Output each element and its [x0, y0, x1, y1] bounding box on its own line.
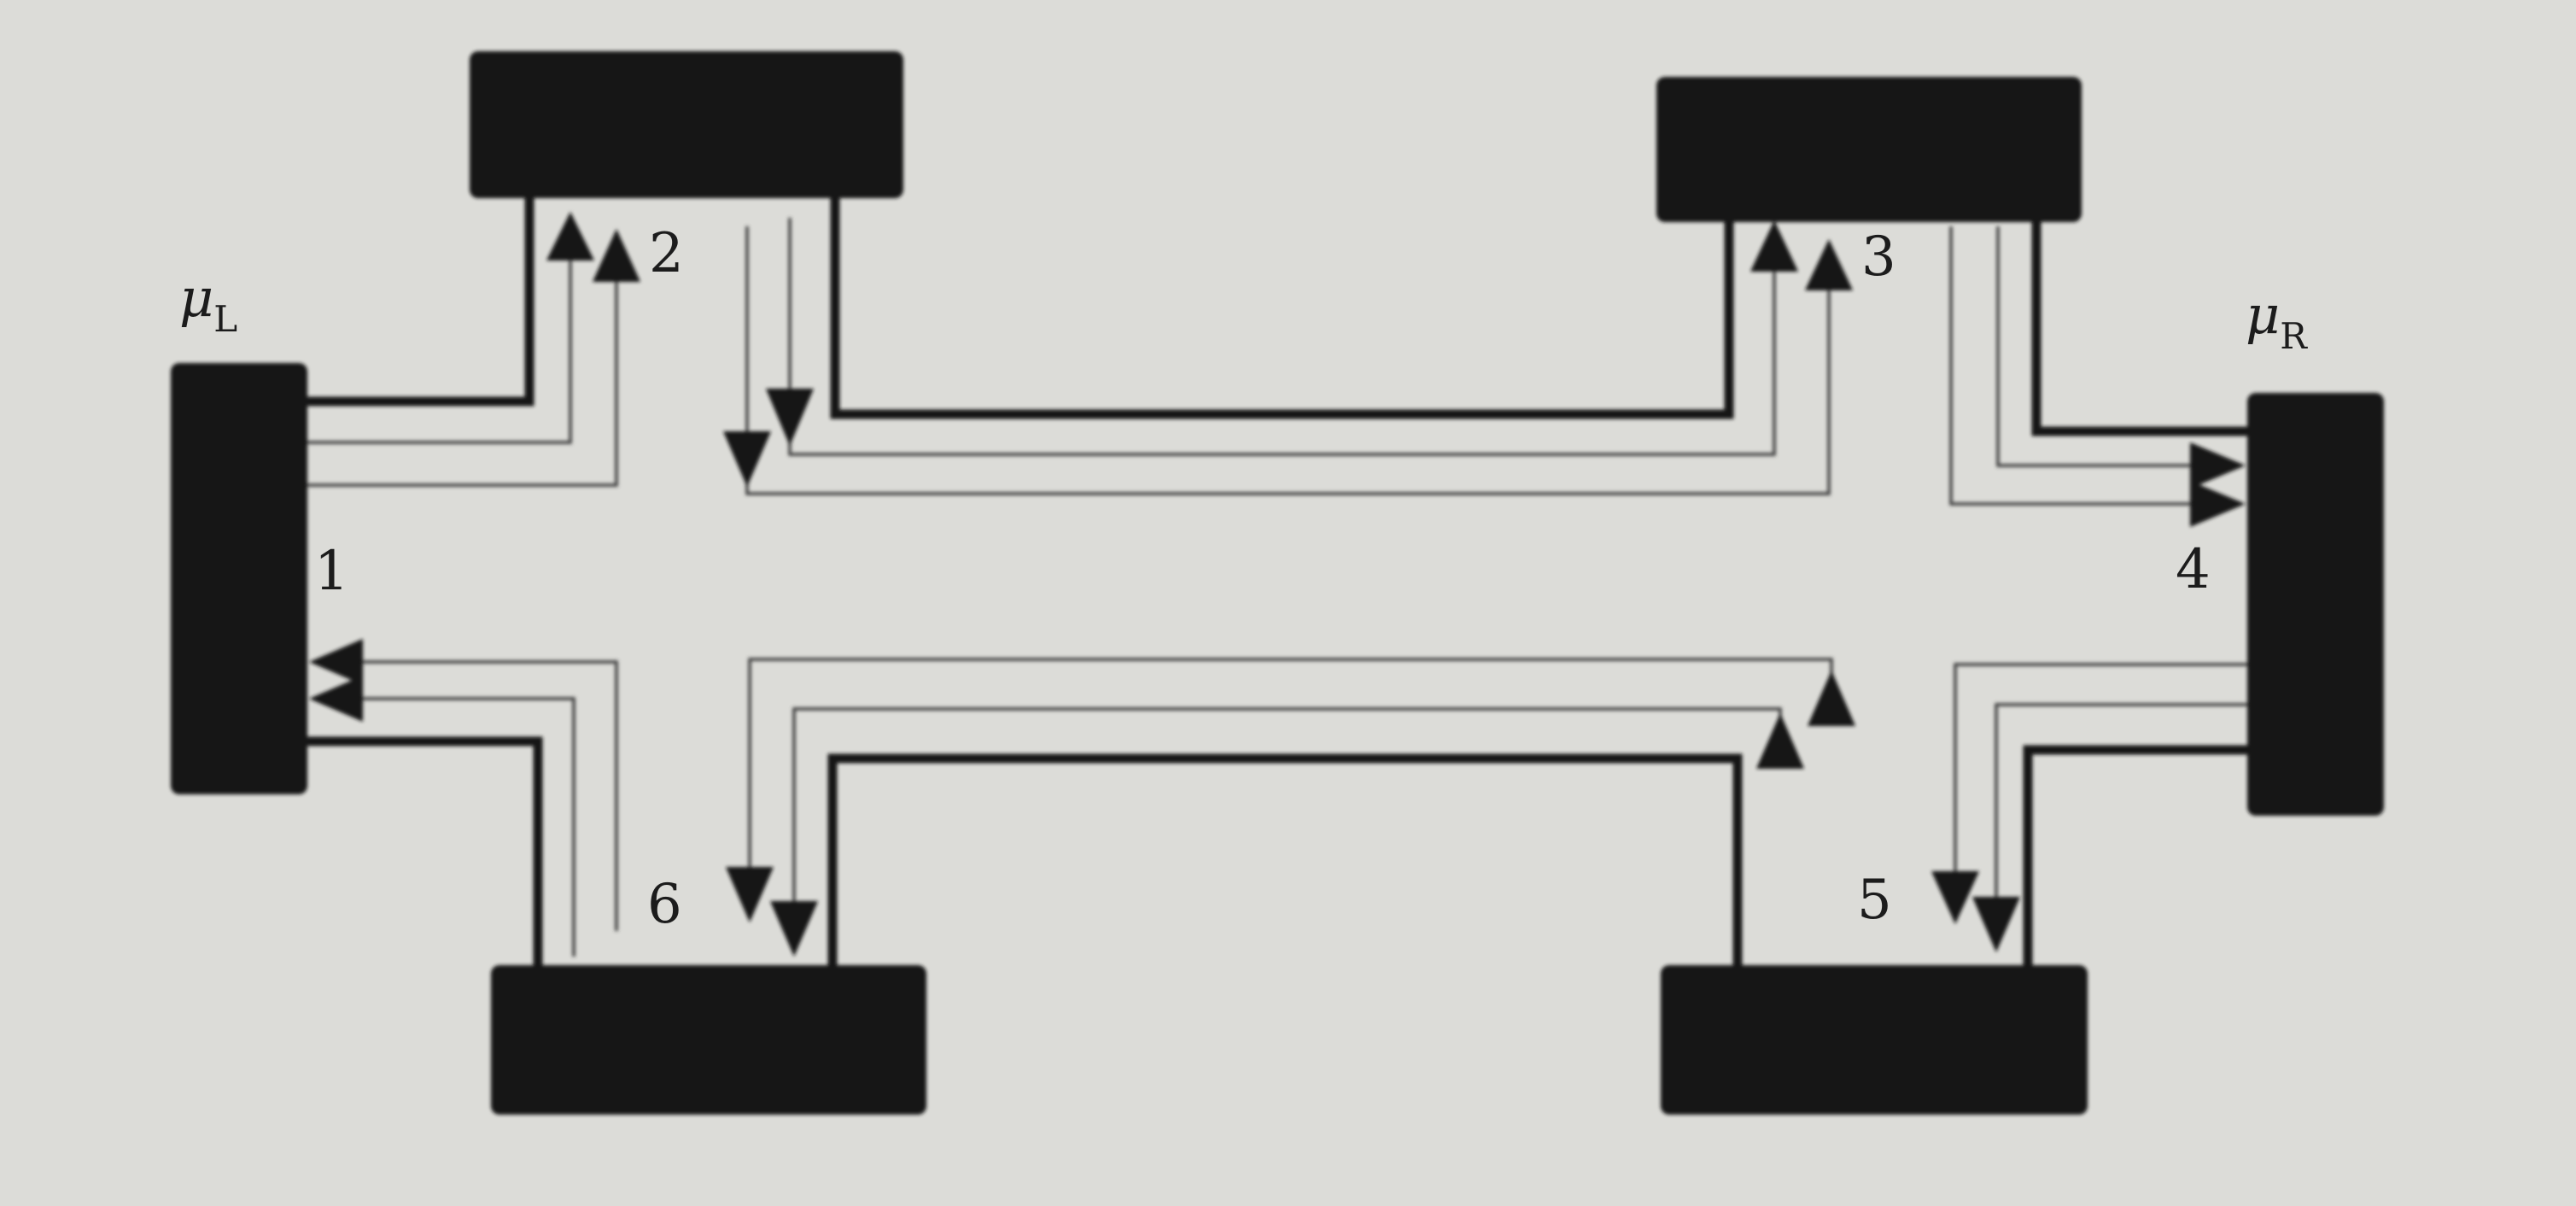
edge-channel — [1949, 226, 2193, 506]
sample-edge-top-right — [2031, 222, 2247, 436]
left-arrow-icon — [309, 639, 363, 685]
contact-6-bottom-left — [491, 965, 926, 1115]
up-arrow-icon — [1805, 239, 1853, 290]
down-arrow-icon — [726, 867, 774, 922]
edge-channel — [307, 243, 572, 444]
right-arrow-icon — [2190, 481, 2246, 527]
potential-left-symbol: μ — [179, 266, 213, 329]
up-arrow-icon — [546, 212, 594, 261]
edge-channel — [1996, 226, 2193, 467]
sample-edge-bottom-middle — [827, 753, 1743, 965]
edge-channel — [748, 658, 1833, 880]
contact-4-right — [2247, 393, 2384, 816]
potential-right-symbol: μ — [2246, 284, 2280, 346]
right-arrow-icon — [2190, 442, 2246, 489]
up-arrow-icon — [593, 229, 640, 282]
contact-label-6: 6 — [647, 873, 682, 936]
left-arrow-icon — [309, 676, 363, 722]
edge-channel — [1995, 703, 2247, 897]
contact-1-left — [171, 363, 307, 794]
edge-channel — [745, 226, 1831, 495]
sample-edge-bottom-right — [2023, 745, 2247, 965]
contact-label-3: 3 — [1861, 225, 1896, 289]
sample-edge-top-middle — [830, 198, 1734, 419]
down-arrow-icon — [770, 901, 818, 957]
up-arrow-icon — [1750, 220, 1798, 272]
up-arrow-icon — [1756, 713, 1804, 769]
potential-left-label: μL — [179, 266, 237, 340]
edge-channel — [1954, 663, 2247, 897]
contact-label-2: 2 — [649, 222, 684, 285]
contact-5-bottom-right — [1661, 965, 2088, 1115]
edge-channel — [788, 218, 1776, 456]
down-arrow-icon — [766, 389, 814, 446]
up-arrow-icon — [1808, 670, 1855, 726]
edge-channel — [359, 697, 575, 957]
sample-edge-bottom-left — [307, 736, 543, 965]
contact-3-top-right — [1656, 77, 2082, 222]
edge-channel — [359, 660, 618, 931]
edge-channel — [792, 707, 1782, 901]
contact-label-1: 1 — [314, 540, 349, 603]
potential-right-label: μR — [2246, 284, 2308, 357]
potential-left-subscript: L — [213, 298, 237, 340]
down-arrow-icon — [723, 431, 771, 487]
down-arrow-icon — [1972, 897, 2020, 952]
contact-label-5: 5 — [1857, 869, 1892, 932]
contact-label-4: 4 — [2176, 538, 2211, 601]
contact-2-top-left — [470, 51, 903, 198]
sample-edge-top-left — [307, 198, 534, 407]
potential-right-subscript: R — [2280, 315, 2308, 357]
edge-channel — [307, 269, 618, 487]
down-arrow-icon — [1931, 871, 1979, 924]
